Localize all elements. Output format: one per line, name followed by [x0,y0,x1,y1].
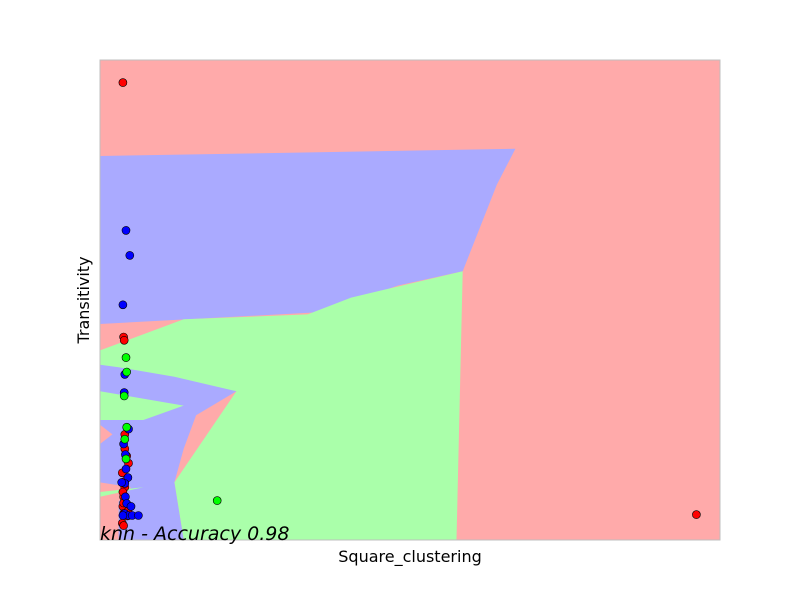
decision-region-blue [100,148,516,324]
data-point-red [118,78,128,87]
data-point-red [119,335,129,345]
data-points [117,78,701,530]
data-point-green [121,353,131,362]
data-point-blue [121,464,131,474]
data-point-blue [118,511,128,520]
data-point-green [121,454,131,464]
data-point-blue [121,226,131,235]
data-point-green [122,422,131,432]
data-point-blue [126,502,136,511]
data-point-blue [117,478,126,487]
data-point-red [119,521,128,530]
x-axis-label: Square_clustering [338,547,481,567]
plot-frame [99,59,721,541]
accuracy-annotation: knn - Accuracy 0.98 [100,523,289,545]
data-point-green [120,434,130,444]
data-point-green [122,367,131,377]
data-point-blue [134,511,143,520]
data-point-green [212,496,222,505]
data-point-blue [125,251,135,260]
data-point-green [119,391,129,401]
data-point-red [692,510,701,519]
data-point-blue [118,300,128,310]
y-axis-label: Transitivity [74,256,93,344]
decision-regions [100,60,720,540]
decision-region-green [100,271,463,540]
